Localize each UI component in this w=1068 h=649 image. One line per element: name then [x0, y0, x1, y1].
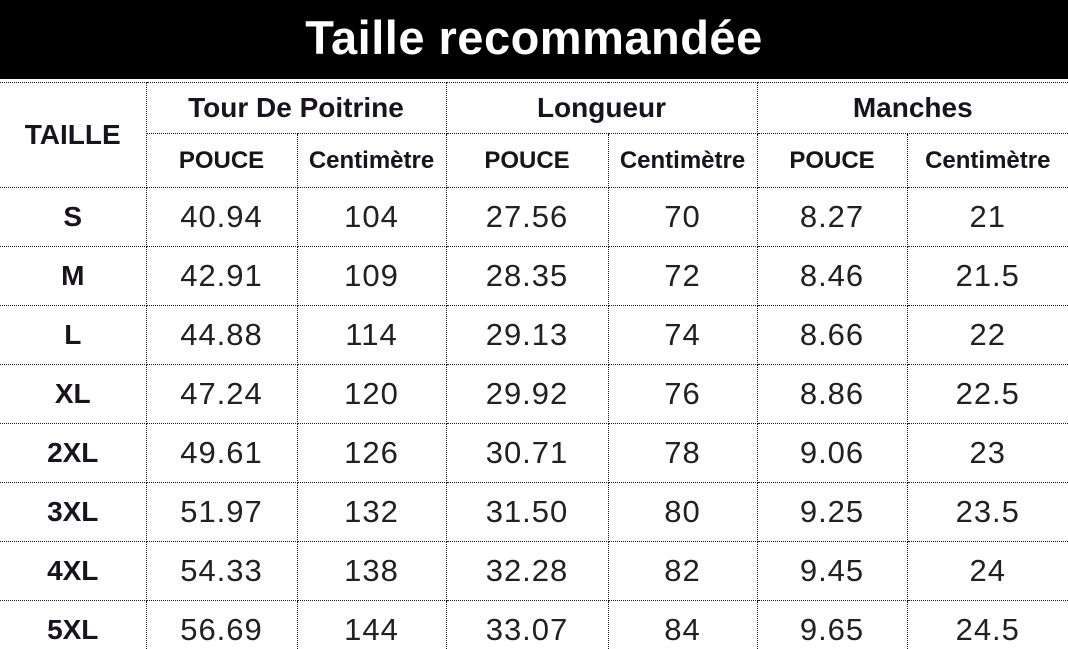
value-cell: 24.5: [906, 600, 1068, 649]
value-cell: 22: [906, 305, 1068, 365]
table-row-l: L 44.88 114 29.13 74 8.66 22: [0, 305, 1068, 365]
value-cell: 42.91: [145, 246, 298, 306]
value-cell: 49.61: [145, 423, 298, 483]
size-label: S: [0, 187, 147, 247]
value-cell: 32.28: [445, 541, 609, 601]
size-label: 5XL: [0, 600, 147, 649]
value-cell: 27.56: [445, 187, 609, 247]
value-cell: 56.69: [145, 600, 298, 649]
column-group-manches: Manches: [756, 82, 1068, 134]
value-cell: 31.50: [445, 482, 609, 542]
value-cell: 33.07: [445, 600, 609, 649]
value-cell: 78: [607, 423, 758, 483]
subheader-longueur-pouce: POUCE: [445, 133, 609, 188]
value-cell: 21: [906, 187, 1068, 247]
value-cell: 29.13: [445, 305, 609, 365]
size-label: L: [0, 305, 147, 365]
value-cell: 23: [906, 423, 1068, 483]
size-column-header: TAILLE: [0, 82, 147, 188]
value-cell: 40.94: [145, 187, 298, 247]
value-cell: 80: [607, 482, 758, 542]
value-cell: 8.86: [756, 364, 908, 424]
size-label: 2XL: [0, 423, 147, 483]
page-title: Taille recommandée: [305, 11, 763, 64]
value-cell: 47.24: [145, 364, 298, 424]
value-cell: 104: [296, 187, 447, 247]
value-cell: 76: [607, 364, 758, 424]
value-cell: 21.5: [906, 246, 1068, 306]
subheader-longueur-centimetre: Centimètre: [607, 133, 758, 188]
value-cell: 8.27: [756, 187, 908, 247]
value-cell: 9.06: [756, 423, 908, 483]
column-group-tour-de-poitrine: Tour De Poitrine: [145, 82, 447, 134]
value-cell: 9.25: [756, 482, 908, 542]
value-cell: 132: [296, 482, 447, 542]
title-banner: Taille recommandée: [0, 0, 1068, 79]
value-cell: 54.33: [145, 541, 298, 601]
column-group-longueur: Longueur: [445, 82, 758, 134]
subheader-poitrine-pouce: POUCE: [146, 133, 298, 188]
value-cell: 8.66: [756, 305, 908, 365]
value-cell: 24: [906, 541, 1068, 601]
value-cell: 120: [296, 364, 447, 424]
table-row-s: S 40.94 104 27.56 70 8.27 21: [0, 187, 1068, 247]
sub-header-row: POUCE Centimètre POUCE Centimètre POUCE …: [0, 133, 1068, 188]
value-cell: 51.97: [145, 482, 298, 542]
table-row-m: M 42.91 109 28.35 72 8.46 21.5: [0, 246, 1068, 306]
value-cell: 22.5: [906, 364, 1068, 424]
table-row-xl: XL 47.24 120 29.92 76 8.86 22.5: [0, 364, 1068, 424]
value-cell: 144: [296, 600, 447, 649]
subheader-poitrine-centimetre: Centimètre: [296, 133, 447, 188]
value-cell: 114: [296, 305, 447, 365]
table-row-2xl: 2XL 49.61 126 30.71 78 9.06 23: [0, 423, 1068, 483]
value-cell: 29.92: [445, 364, 609, 424]
size-label: XL: [0, 364, 147, 424]
size-label: M: [0, 246, 147, 306]
value-cell: 70: [607, 187, 758, 247]
table-row-5xl: 5XL 56.69 144 33.07 84 9.65 24.5: [0, 600, 1068, 649]
size-label: 3XL: [0, 482, 147, 542]
value-cell: 23.5: [906, 482, 1068, 542]
value-cell: 138: [296, 541, 447, 601]
value-cell: 109: [296, 246, 447, 306]
value-cell: 44.88: [145, 305, 298, 365]
group-header-row: TAILLE Tour De Poitrine Longueur Manches: [0, 82, 1068, 188]
value-cell: 84: [607, 600, 758, 649]
value-cell: 74: [607, 305, 758, 365]
value-cell: 72: [607, 246, 758, 306]
value-cell: 8.46: [756, 246, 908, 306]
size-label: 4XL: [0, 541, 147, 601]
size-table: TAILLE Tour De Poitrine Longueur Manches…: [0, 82, 1068, 649]
table-row-4xl: 4XL 54.33 138 32.28 82 9.45 24: [0, 541, 1068, 601]
subheader-manches-pouce: POUCE: [756, 133, 908, 188]
subheader-manches-centimetre: Centimètre: [906, 133, 1068, 188]
value-cell: 9.65: [756, 600, 908, 649]
value-cell: 126: [296, 423, 447, 483]
value-cell: 82: [607, 541, 758, 601]
value-cell: 28.35: [445, 246, 609, 306]
value-cell: 30.71: [445, 423, 609, 483]
value-cell: 9.45: [756, 541, 908, 601]
table-row-3xl: 3XL 51.97 132 31.50 80 9.25 23.5: [0, 482, 1068, 542]
